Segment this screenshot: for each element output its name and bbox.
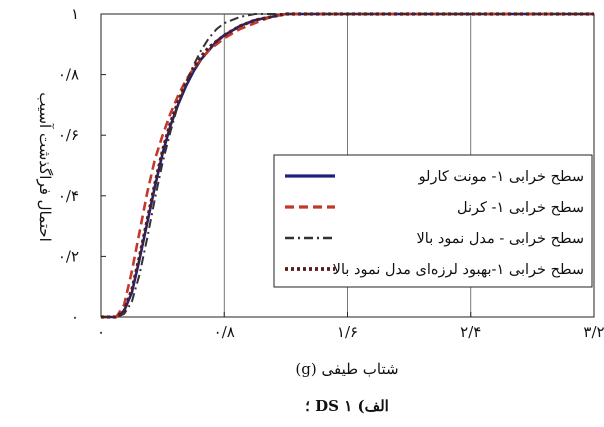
y-tick-label: ۰/۸: [58, 66, 79, 84]
legend-label: سطح خرابی ۱- مونت کارلو: [418, 169, 584, 185]
y-axis-title: احتمال فراگذشت آسیب: [36, 92, 54, 242]
x-axis-title: شتاب طیفی (g): [295, 360, 398, 378]
y-tick-label: ۰: [71, 308, 79, 326]
y-tick-label: ۱: [71, 5, 79, 23]
series-line: [101, 13, 594, 318]
figure-caption: الف) DS ۱ ؛: [305, 397, 389, 415]
x-axis-ticks: ۰ ۰/۸ ۱/۶ ۲/۴ ۳/۲: [97, 312, 604, 341]
series-group: [101, 12, 594, 319]
y-tick-label: ۰/۴: [58, 187, 79, 205]
x-tick-label: ۳/۲: [583, 323, 604, 341]
legend-label: سطح خرابی ۱- کرنل: [457, 200, 584, 216]
x-tick-label: ۰/۸: [214, 323, 235, 341]
y-tick-label: ۰/۶: [58, 126, 79, 144]
series-line: [101, 12, 594, 319]
x-tick-label: ۰: [97, 323, 105, 341]
y-tick-label: ۰/۲: [58, 247, 79, 265]
x-tick-label: ۱/۶: [337, 323, 358, 341]
x-tick-label: ۲/۴: [460, 323, 481, 341]
legend-label: سطح خرابی - مدل نمود بالا: [417, 231, 584, 247]
legend: سطح خرابی ۱- مونت کارلو سطح خرابی ۱- کرنل…: [273, 154, 593, 288]
legend-label: سطح خرابی ۱-بهبود لرزه‌ای مدل نمود بالا: [333, 262, 584, 278]
y-axis-ticks: ۰ ۰/۲ ۰/۴ ۰/۶ ۰/۸ ۱: [58, 5, 106, 326]
